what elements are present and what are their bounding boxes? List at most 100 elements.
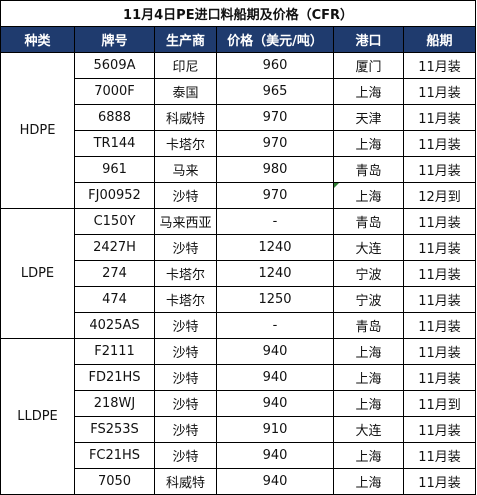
producer-cell[interactable]: 沙特 — [154, 182, 217, 209]
schedule-cell[interactable]: 11月到 — [402, 390, 477, 417]
price-cell[interactable]: 910 — [216, 416, 334, 443]
column-header-producer: 生产商 — [154, 26, 217, 53]
producer-cell[interactable]: 卡塔尔 — [154, 130, 217, 157]
table-row: 6888 科威特 970 天津 11月装 — [1, 104, 477, 131]
schedule-cell[interactable]: 11月装 — [402, 312, 477, 339]
schedule-cell[interactable]: 11月装 — [402, 364, 477, 391]
producer-cell[interactable]: 印尼 — [154, 52, 217, 79]
port-cell[interactable]: 青岛 — [333, 312, 404, 339]
producer-cell[interactable]: 科威特 — [154, 468, 217, 495]
grade-cell[interactable]: 7050 — [74, 468, 155, 495]
price-cell[interactable]: 970 — [216, 182, 334, 209]
port-cell[interactable]: 青岛 — [333, 208, 404, 235]
port-cell[interactable]: 天津 — [333, 104, 404, 131]
schedule-cell[interactable]: 11月装 — [402, 286, 477, 313]
price-cell[interactable]: 960 — [216, 52, 334, 79]
column-header-schedule: 船期 — [402, 26, 477, 53]
grade-cell[interactable]: 6888 — [74, 104, 155, 131]
grade-cell[interactable]: TR144 — [74, 130, 155, 157]
column-header-port: 港口 — [333, 26, 404, 53]
producer-cell[interactable]: 沙特 — [154, 390, 217, 417]
producer-cell[interactable]: 沙特 — [154, 338, 217, 365]
price-cell[interactable]: 940 — [216, 390, 334, 417]
port-cell[interactable]: 上海 — [333, 130, 404, 157]
price-cell[interactable]: - — [216, 312, 334, 339]
price-cell[interactable]: 940 — [216, 338, 334, 365]
schedule-cell[interactable]: 11月装 — [402, 130, 477, 157]
schedule-cell[interactable]: 11月装 — [402, 234, 477, 261]
grade-cell[interactable]: 5609A — [74, 52, 155, 79]
table-row: FJ00952 沙特 970 上海 12月到 — [1, 182, 477, 209]
port-cell[interactable]: 大连 — [333, 416, 404, 443]
grade-cell[interactable]: 218WJ — [74, 390, 155, 417]
producer-cell[interactable]: 马来 — [154, 156, 217, 183]
schedule-cell[interactable]: 11月装 — [402, 104, 477, 131]
grade-cell[interactable]: FD21HS — [74, 364, 155, 391]
price-cell[interactable]: 965 — [216, 78, 334, 105]
price-cell[interactable]: 1240 — [216, 260, 334, 287]
port-cell[interactable]: 宁波 — [333, 286, 404, 313]
category-cell[interactable]: LLDPE — [0, 338, 75, 495]
grade-cell[interactable]: 274 — [74, 260, 155, 287]
price-cell[interactable]: 940 — [216, 468, 334, 495]
producer-cell[interactable]: 卡塔尔 — [154, 260, 217, 287]
port-cell[interactable]: 上海 — [333, 78, 404, 105]
price-cell[interactable]: 980 — [216, 156, 334, 183]
schedule-cell[interactable]: 11月装 — [402, 78, 477, 105]
price-cell[interactable]: 970 — [216, 104, 334, 131]
table-row: FD21HS 沙特 940 上海 11月装 — [1, 364, 477, 391]
port-cell[interactable]: 上海 — [333, 390, 404, 417]
price-cell[interactable]: - — [216, 208, 334, 235]
grade-cell[interactable]: 961 — [74, 156, 155, 183]
price-cell[interactable]: 1250 — [216, 286, 334, 313]
schedule-cell[interactable]: 11月装 — [402, 52, 477, 79]
port-text: 上海 — [355, 190, 382, 205]
table-row: 7050 科威特 940 上海 11月装 — [1, 468, 477, 495]
producer-cell[interactable]: 沙特 — [154, 312, 217, 339]
producer-cell[interactable]: 泰国 — [154, 78, 217, 105]
schedule-cell[interactable]: 11月装 — [402, 468, 477, 495]
price-cell[interactable]: 940 — [216, 364, 334, 391]
grade-cell[interactable]: 2427H — [74, 234, 155, 261]
schedule-cell[interactable]: 11月装 — [402, 260, 477, 287]
grade-cell[interactable]: 4025AS — [74, 312, 155, 339]
producer-cell[interactable]: 卡塔尔 — [154, 286, 217, 313]
port-cell[interactable]: 厦门 — [333, 52, 404, 79]
port-cell[interactable]: 上海 — [333, 364, 404, 391]
category-cell[interactable]: HDPE — [0, 52, 75, 209]
port-cell[interactable]: 上海 — [333, 468, 404, 495]
producer-cell[interactable]: 沙特 — [154, 234, 217, 261]
column-header-category: 种类 — [0, 26, 75, 53]
schedule-cell[interactable]: 11月装 — [402, 338, 477, 365]
price-cell[interactable]: 940 — [216, 442, 334, 469]
table-row: 7000F 泰国 965 上海 11月装 — [1, 78, 477, 105]
schedule-cell[interactable]: 11月装 — [402, 416, 477, 443]
grade-cell[interactable]: C150Y — [74, 208, 155, 235]
grade-cell[interactable]: 7000F — [74, 78, 155, 105]
port-cell[interactable]: 宁波 — [333, 260, 404, 287]
category-cell[interactable]: LDPE — [0, 208, 75, 339]
grade-cell[interactable]: FJ00952 — [74, 182, 155, 209]
producer-cell[interactable]: 沙特 — [154, 364, 217, 391]
port-cell[interactable]: 青岛 — [333, 156, 404, 183]
grade-cell[interactable]: 474 — [74, 286, 155, 313]
price-cell[interactable]: 970 — [216, 130, 334, 157]
schedule-cell[interactable]: 12月到 — [402, 182, 477, 209]
schedule-cell[interactable]: 11月装 — [402, 156, 477, 183]
port-cell[interactable]: 上海 — [333, 338, 404, 365]
grade-cell[interactable]: FC21HS — [74, 442, 155, 469]
grade-cell[interactable]: F2111 — [74, 338, 155, 365]
producer-cell[interactable]: 科威特 — [154, 104, 217, 131]
producer-cell[interactable]: 沙特 — [154, 442, 217, 469]
port-cell[interactable]: 上海 — [333, 182, 404, 209]
grade-cell[interactable]: FS253S — [74, 416, 155, 443]
producer-cell[interactable]: 沙特 — [154, 416, 217, 443]
producer-cell[interactable]: 马来西亚 — [154, 208, 217, 235]
port-cell[interactable]: 上海 — [333, 442, 404, 469]
cell-comment-marker-icon — [334, 183, 339, 188]
schedule-cell[interactable]: 11月装 — [402, 208, 477, 235]
port-cell[interactable]: 大连 — [333, 234, 404, 261]
price-cell[interactable]: 1240 — [216, 234, 334, 261]
schedule-cell[interactable]: 11月装 — [402, 442, 477, 469]
